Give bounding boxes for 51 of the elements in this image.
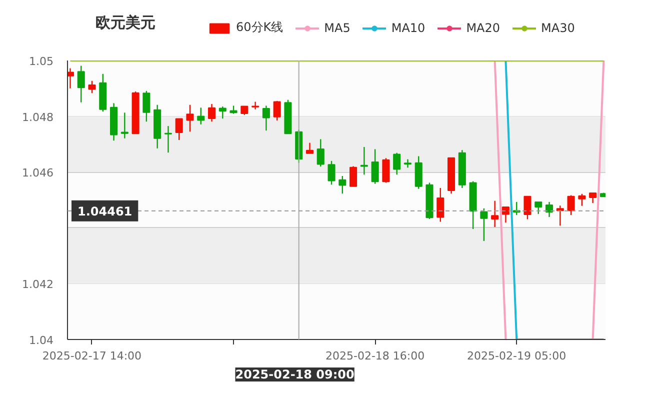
candlestick [480,208,488,242]
candlestick [142,90,150,122]
candlestick [556,204,564,226]
candlestick [404,158,412,168]
y-tick-label: 1.05 [29,55,54,68]
candlestick [197,107,205,125]
legend-label: MA30 [541,20,575,34]
ref-line-label: 2025-02-18 09:00 [235,368,354,382]
y-tick-label: 1.042 [22,278,54,292]
candlestick [436,187,444,222]
candlestick [77,65,85,103]
candlestick [371,148,379,184]
candlestick [589,192,597,204]
legend-label: MA5 [324,20,350,34]
legend-label: 60分K线 [236,19,284,36]
y-tick-label: 1.04 [29,334,54,347]
candlestick [328,160,336,186]
candlestick [175,118,183,141]
x-tick-label: 2025-02-19 05:00 [467,350,566,362]
legend-label: MA20 [466,20,500,34]
chart-title: 欧元美元 [96,14,156,32]
y-tick-label: 1.046 [22,166,54,180]
candlestick [524,196,532,220]
candlestick [306,142,314,154]
candlestick [316,138,324,168]
legend-label: MA10 [391,20,426,34]
y-tick-label: 1.048 [22,110,54,124]
candlestick [382,158,390,184]
candlestick [218,106,226,120]
candlestick [68,68,74,89]
candlestick [120,112,128,139]
candlestick [186,104,194,132]
x-tick-label: 2025-02-17 14:00 [42,350,142,362]
candlestick [208,103,216,122]
candlestick [262,105,270,132]
candlestick [393,152,401,176]
candlestick [578,193,586,206]
candlestick [491,200,499,228]
x-tick-label: 2025-02-18 16:00 [325,350,425,362]
candlestick [252,101,260,110]
ref-line-label: 1.04461 [78,204,132,218]
candlestick [534,201,542,215]
candlestick [338,175,346,194]
candlestick [88,80,96,94]
candlestick [350,166,358,187]
candlestick [414,156,422,190]
candlestick [567,194,575,216]
candlestick [164,125,172,154]
candlestick [502,206,510,224]
candlestick [545,201,554,218]
candlestick [273,100,281,122]
